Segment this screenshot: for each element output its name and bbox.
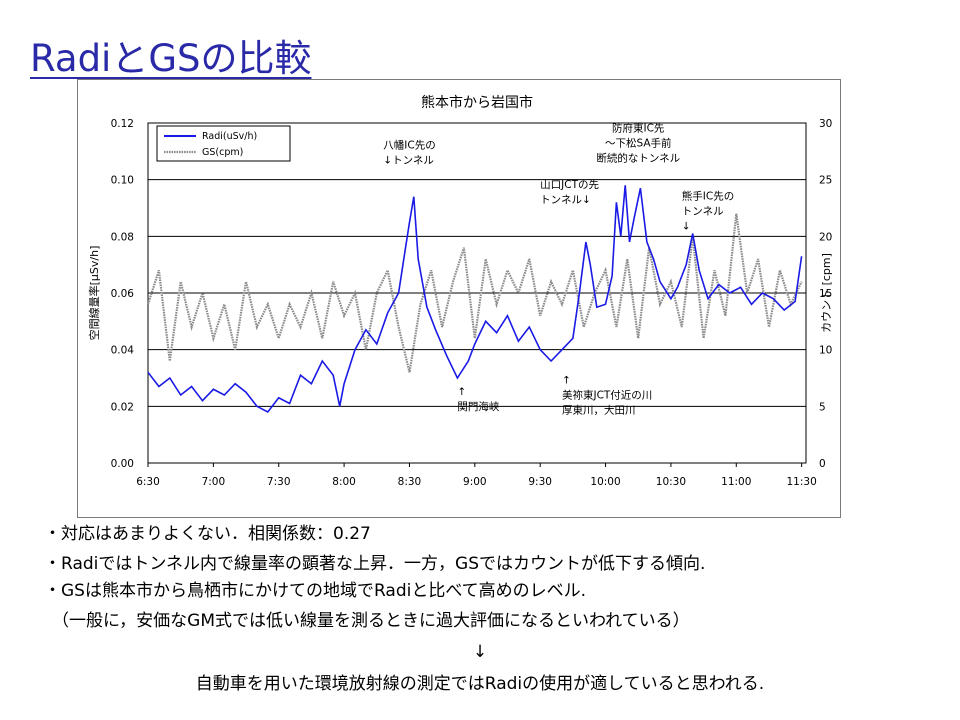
legend-box (156, 125, 291, 162)
x-tick-label: 8:30 (398, 476, 422, 488)
chart-annotation: ↓トンネル (383, 155, 434, 167)
y-tick-label: 0.08 (111, 231, 134, 243)
chart-annotation: 八幡IC先の (383, 139, 435, 152)
chart-annotation: 断続的なトンネル (596, 152, 680, 165)
note-correlation: ・対応はあまりよくない．相関係数：0.27 (44, 524, 371, 544)
chart-annotation: ↓ (682, 221, 691, 233)
y-tick-label: 0.12 (111, 118, 134, 130)
x-tick-label: 10:00 (590, 476, 620, 488)
x-tick-label: 8:00 (332, 476, 356, 488)
chart-annotation: 山口JCTの先 (540, 179, 599, 191)
chart-annotation: 関門海峡 (457, 400, 499, 413)
chart-annotation: 美祢東JCT付近の川 (562, 389, 652, 402)
plot-area (147, 122, 807, 464)
slide-title: RadiとGSの比較 (30, 37, 312, 80)
chart-panel: 熊本市から岩国市 0.00 0.02 0.04 0.06 0.08 0.10 0.12 0 5 10… (77, 79, 841, 518)
chart-annotation: ↑ (457, 386, 466, 398)
y2-tick-label: 0 (819, 458, 826, 470)
y-tick-label: 0.10 (111, 175, 134, 187)
legend-gs-label: GS(cpm) (202, 147, 243, 158)
y2-tick-label: 10 (819, 345, 832, 357)
note-arrow: ↓ (472, 642, 488, 662)
y2-tick-label: 25 (819, 175, 832, 187)
y-tick-label: 0.04 (111, 345, 135, 357)
x-tick-label: 9:00 (463, 476, 487, 488)
x-tick-label: 11:30 (787, 476, 817, 488)
y2-tick-label: 5 (819, 401, 826, 413)
chart-annotation: 厚東川，大田川 (562, 404, 636, 417)
chart-annotation: トンネル↓ (540, 194, 591, 206)
legend-radi-label: Radi(uSv/h) (202, 131, 257, 142)
chart-annotation: 熊手IC先の (682, 190, 734, 203)
y2-axis-label: カウント [cpm] (820, 253, 833, 333)
line-chart: 熊本市から岩国市 0.00 0.02 0.04 0.06 0.08 0.10 0.12 0 5 10… (87, 94, 833, 488)
x-tick-label: 7:00 (202, 476, 226, 488)
x-tick-label: 11:00 (721, 476, 751, 488)
chart-title: 熊本市から岩国市 (421, 94, 533, 111)
y-tick-label: 0.06 (111, 288, 135, 300)
x-tick-label: 10:30 (656, 476, 686, 488)
note-tunnel: ・Radiではトンネル内で線量率の顕著な上昇．一方，GSではカウントが低下する傾… (44, 554, 706, 574)
y-tick-label: 0.02 (111, 401, 134, 413)
y-tick-label: 0.00 (111, 458, 134, 470)
note-gs-level: ・GSは熊本市から鳥栖市にかけての地域でRadiと比べて高めのレベル. (44, 581, 587, 601)
note-gm-overestimate: （一般に，安価なGM式では低い線量を測るときに過大評価になるといわれている） (52, 611, 690, 631)
radi-series-line (147, 185, 803, 414)
chart-annotation: 防府東IC先 (612, 122, 664, 135)
x-tick-label: 7:30 (267, 476, 291, 488)
y2-tick-label: 15 (819, 288, 832, 300)
gs-series-line (146, 213, 803, 373)
x-tick-label: 6:30 (136, 476, 160, 488)
y-axis-label: 空間線量率[μSv/h] (87, 246, 101, 341)
chart-annotation: ～下松SA手前 (605, 137, 672, 150)
note-conclusion: 自動車を用いた環境放射線の測定ではRadiの使用が適していると思われる. (195, 674, 765, 694)
chart-annotation: ↑ (562, 375, 571, 387)
x-tick-label: 9:30 (528, 476, 552, 488)
y2-tick-label: 20 (819, 231, 832, 243)
y2-tick-label: 30 (819, 118, 832, 130)
chart-annotation: トンネル (682, 206, 724, 218)
